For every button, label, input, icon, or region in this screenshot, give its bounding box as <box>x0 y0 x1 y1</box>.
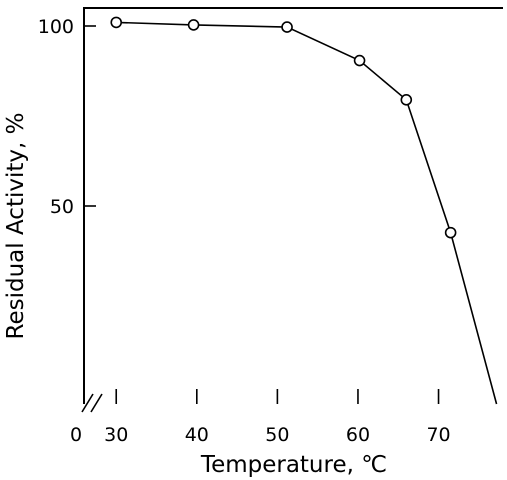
x-tick-label-70: 70 <box>426 424 450 446</box>
data-point-4 <box>400 94 413 106</box>
data-series <box>110 16 498 405</box>
x-axis-title: Temperature, ℃ <box>200 452 387 478</box>
x-tick-label-30: 30 <box>104 424 128 446</box>
y-axis-ticks: 50 100 <box>38 16 96 218</box>
x-axis-ticks: 30 40 50 60 70 <box>104 389 451 446</box>
data-point-0 <box>110 16 123 29</box>
data-point-3 <box>353 54 366 67</box>
x-axis-break-mark <box>81 393 103 413</box>
y-tick-label-100: 100 <box>38 16 74 38</box>
series-line <box>116 21 498 405</box>
data-point-5 <box>444 226 457 239</box>
data-point-1 <box>187 19 200 31</box>
x-axis-origin-label: 0 <box>70 424 82 446</box>
y-axis-title: Residual Activity, % <box>3 113 29 340</box>
x-tick-label-60: 60 <box>346 424 370 446</box>
data-point-2 <box>281 21 293 33</box>
x-tick-label-50: 50 <box>265 424 289 446</box>
plot-frame <box>83 7 503 404</box>
y-tick-label-50: 50 <box>50 196 74 218</box>
x-tick-label-40: 40 <box>185 424 209 446</box>
